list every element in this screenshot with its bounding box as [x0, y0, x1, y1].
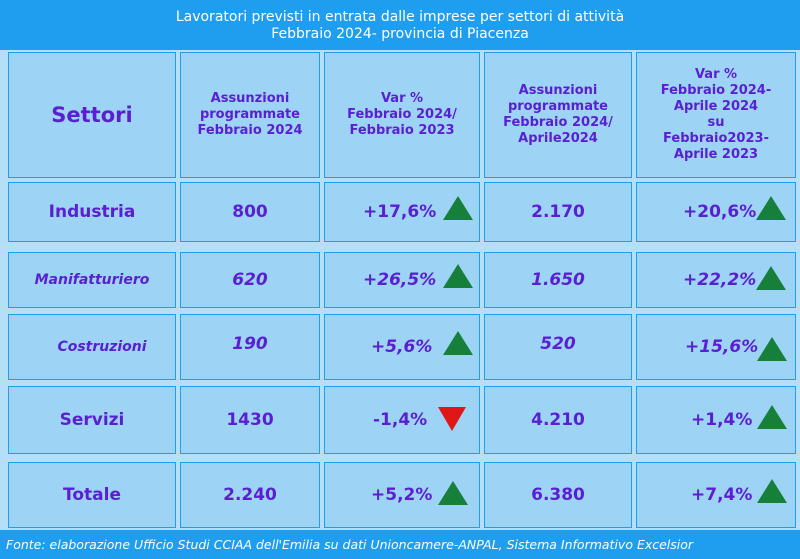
row-manifatturiero-assunzioni-feb: 620 — [180, 252, 320, 308]
row-manifatturiero-assunzioni-feb-apr: 1.650 — [484, 252, 632, 308]
trend-up-icon — [443, 196, 473, 220]
header-line: Aprile 2023 — [673, 147, 759, 162]
header-line: programmate — [507, 99, 609, 114]
title-line-1: Lavoratori previsti in entrata dalle imp… — [175, 9, 625, 25]
trend-down-icon — [438, 407, 466, 431]
header-line: Febbraio 2024- — [660, 83, 772, 98]
trend-up-icon — [756, 266, 786, 290]
page-title: Lavoratori previsti in entrata dalle imp… — [0, 0, 800, 50]
header-line: Febbraio 2024 — [197, 123, 303, 138]
trend-up-icon — [757, 405, 787, 429]
header-line: Assunzioni — [518, 83, 598, 98]
header-line: Var % — [380, 91, 424, 106]
title-line-2: Febbraio 2024- provincia di Piacenza — [271, 26, 529, 42]
row-totale-var-feb-apr: +7,4% — [636, 462, 796, 528]
header-line: Febbraio 2023 — [349, 123, 455, 138]
trend-up-icon — [757, 479, 787, 503]
trend-up-icon — [438, 481, 468, 505]
source-footer: Fonte: elaborazione Ufficio Studi CCIAA … — [0, 530, 800, 559]
header-line: Aprile2024 — [518, 131, 598, 146]
row-costruzioni-settore: Costruzioni — [8, 314, 176, 380]
row-servizi-settore: Servizi — [8, 386, 176, 454]
header-line: Febbraio 2024/ — [347, 107, 457, 122]
row-costruzioni-var-feb-apr: +15,6% — [636, 314, 796, 380]
row-servizi-assunzioni-feb: 1430 — [180, 386, 320, 454]
header-line: Var % — [694, 67, 738, 82]
header-line: Aprile 2024 — [673, 99, 759, 114]
row-totale-assunzioni-feb-apr: 6.380 — [484, 462, 632, 528]
row-servizi-assunzioni-feb-apr: 4.210 — [484, 386, 632, 454]
row-manifatturiero-settore: Manifatturiero — [8, 252, 176, 308]
row-industria-assunzioni-feb: 800 — [180, 182, 320, 242]
row-totale-settore: Totale — [8, 462, 176, 528]
header-line: su — [707, 115, 725, 130]
header-assunzioni-feb-apr: Assunzioni programmate Febbraio 2024/ Ap… — [484, 52, 632, 178]
trend-up-icon — [443, 331, 473, 355]
trend-up-icon — [757, 337, 787, 361]
header-var-feb: Var % Febbraio 2024/ Febbraio 2023 — [324, 52, 480, 178]
row-industria-var-feb-apr: +20,6% — [636, 182, 796, 242]
trend-up-icon — [756, 196, 786, 220]
row-totale-assunzioni-feb: 2.240 — [180, 462, 320, 528]
header-line: Febbraio2023- — [663, 131, 769, 146]
header-line: programmate — [199, 107, 301, 122]
header-assunzioni-feb: Assunzioni programmate Febbraio 2024 — [180, 52, 320, 178]
row-costruzioni-assunzioni-feb: 190 — [180, 314, 320, 380]
header-line: Febbraio 2024/ — [503, 115, 613, 130]
row-industria-settore: Industria — [8, 182, 176, 242]
trend-up-icon — [443, 264, 473, 288]
row-costruzioni-assunzioni-feb-apr: 520 — [484, 314, 632, 380]
header-var-feb-apr: Var % Febbraio 2024- Aprile 2024 su Febb… — [636, 52, 796, 178]
row-industria-assunzioni-feb-apr: 2.170 — [484, 182, 632, 242]
header-line: Assunzioni — [210, 91, 290, 106]
header-settori: Settori — [8, 52, 176, 178]
